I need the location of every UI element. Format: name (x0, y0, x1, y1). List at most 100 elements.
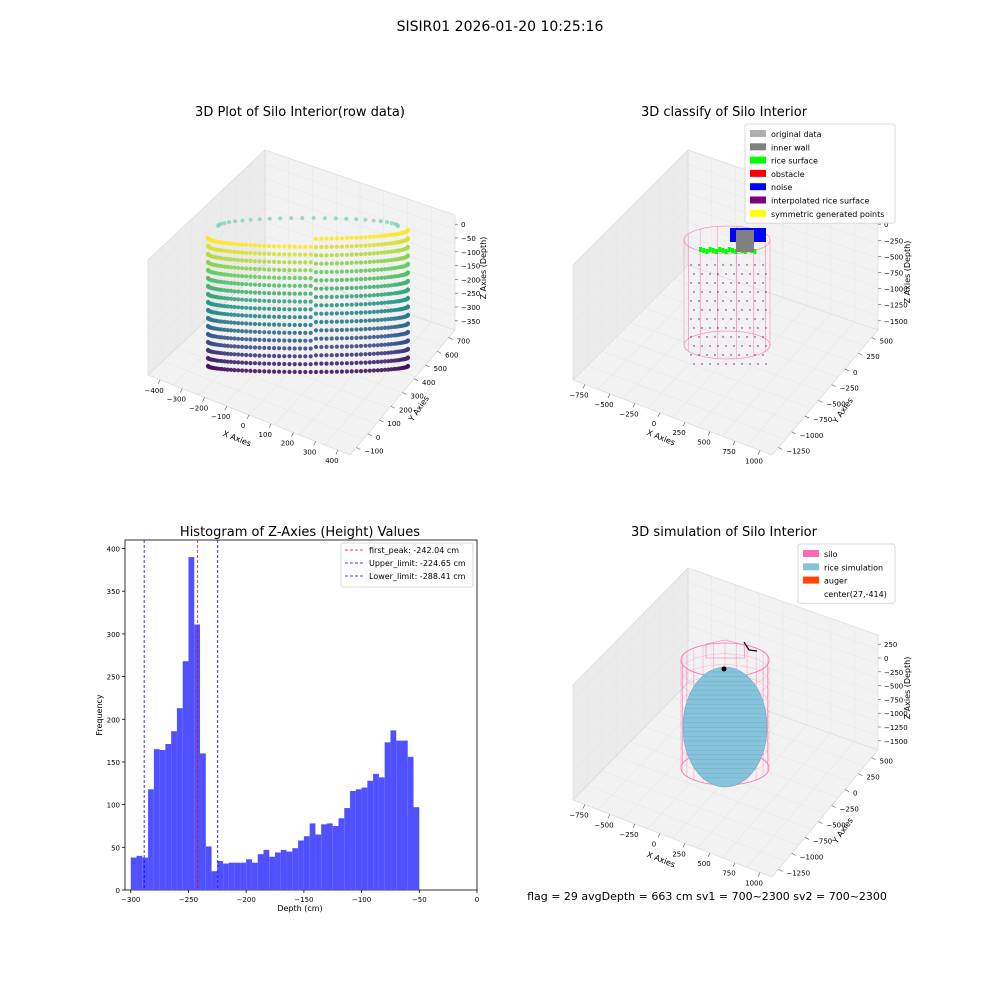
panel1-point (334, 319, 339, 324)
panel2-legend-entry: original data (771, 130, 822, 139)
panel1-point (244, 345, 249, 350)
panel-histogram: Histogram of Z-Axies (Height) Values −30… (95, 525, 479, 913)
panel1-point (282, 330, 287, 335)
panel1-point (308, 291, 313, 296)
panel1-point (329, 253, 334, 258)
histogram-bar (269, 856, 276, 890)
panel1-y-tick (402, 392, 407, 395)
panel4-y-tick-label: −500 (826, 821, 845, 829)
panel1-point (236, 250, 241, 255)
panel1-point (232, 281, 237, 286)
panel1-point (303, 252, 308, 257)
panel1-point (282, 299, 287, 304)
panel2-legend-entry: obstacle (771, 170, 805, 179)
panel2-interpolated-point (765, 327, 767, 329)
panel2-interpolated-point (762, 282, 764, 284)
panel1-point (232, 289, 237, 294)
histogram-x-tick-label: 0 (475, 896, 479, 904)
panel1-point (236, 242, 241, 247)
panel4-x-tick-label: 0 (652, 841, 656, 849)
panel1-point (216, 224, 220, 228)
panel2-interpolated-point (690, 354, 692, 356)
panel2-interpolated-point (754, 282, 756, 284)
panel1-point (379, 368, 384, 373)
panel1-point (379, 359, 384, 364)
panel2-interpolated-point (714, 264, 716, 266)
panel1-point (244, 305, 249, 310)
panel1-point (358, 327, 364, 332)
panel2-interpolated-point (717, 363, 719, 365)
panel1-point (354, 310, 359, 315)
panel1-point (334, 286, 339, 291)
panel1-point (233, 219, 238, 224)
panel2-interpolated-point (709, 273, 711, 275)
panel1-point (375, 368, 380, 373)
panel2-interpolated-point (714, 318, 716, 320)
histogram-y-tick-label: 400 (107, 546, 120, 554)
panel1-point (292, 260, 297, 265)
panel1-y-tick (413, 378, 419, 382)
panel1-point (313, 311, 319, 316)
panel2-wall-gridline (572, 164, 689, 280)
panel2-interpolated-point (746, 318, 748, 320)
histogram-bar (159, 750, 166, 890)
panel1-point (240, 289, 245, 294)
panel1-point (405, 304, 411, 309)
panel4-legend-frame (797, 543, 896, 604)
panel1-point (382, 258, 388, 263)
panel1-point (257, 298, 262, 303)
panel1-point (236, 297, 241, 302)
panel1-point (313, 319, 319, 325)
panel2-interpolated-point (730, 282, 732, 284)
panel1-point (236, 336, 241, 341)
panel2-interpolated-point (690, 282, 692, 284)
panel1-point (257, 322, 262, 327)
panel1-point (334, 244, 339, 249)
panel1-y-tick-label: 700 (457, 338, 470, 346)
panel1-point (405, 236, 411, 241)
panel1-point (240, 368, 245, 373)
panel1-point (339, 361, 344, 366)
panel2-y-tick (844, 368, 850, 372)
panel2-interpolated-point (706, 336, 708, 338)
panel1-point (319, 286, 324, 291)
panel4-title: 3D simulation of Silo Interior (631, 525, 818, 540)
panel-simulation-3d: 3D simulation of Silo Interior −750−500−… (569, 525, 912, 887)
panel2-interpolated-point (754, 354, 756, 356)
panel1-point (267, 291, 272, 296)
panel1-point (334, 353, 339, 358)
panel1-point (257, 251, 262, 256)
figure-suptitle: SISIR01 2026-01-20 10:25:16 (397, 19, 604, 35)
panel1-point (375, 242, 380, 247)
panel1-point (358, 243, 364, 248)
panel1-y-tick (425, 364, 430, 368)
panel4-y-tick-label: 0 (853, 790, 857, 798)
panel1-point (324, 311, 329, 316)
panel1-point (236, 258, 241, 263)
panel1-point (334, 278, 339, 283)
panel1-point (277, 314, 282, 319)
panel1-point (252, 266, 258, 272)
panel1-point (297, 330, 303, 335)
panel2-legend-swatch (750, 209, 766, 217)
panel2-3d-box (572, 149, 879, 456)
panel1-point (379, 284, 384, 289)
panel2-interpolated-point (722, 282, 724, 284)
panel1-point (324, 303, 329, 308)
panel1-point (287, 369, 292, 374)
panel2-interpolated-point (706, 300, 708, 302)
panel2-interpolated-point (746, 336, 748, 338)
panel1-point (272, 244, 277, 249)
panel1-point (363, 235, 368, 240)
panel2-z-tick-label: −750 (884, 270, 903, 278)
panel2-x-tick-label: 500 (697, 439, 710, 447)
panel1-point (232, 304, 237, 310)
panel1-point (232, 320, 237, 325)
panel1-point (334, 361, 339, 366)
panel1-point (262, 259, 267, 264)
panel4-y-tick (791, 853, 796, 856)
histogram-bar (384, 742, 391, 890)
histogram-bar (309, 823, 316, 890)
panel4-y-tick (818, 821, 823, 824)
panel4-x-tick (682, 843, 686, 848)
